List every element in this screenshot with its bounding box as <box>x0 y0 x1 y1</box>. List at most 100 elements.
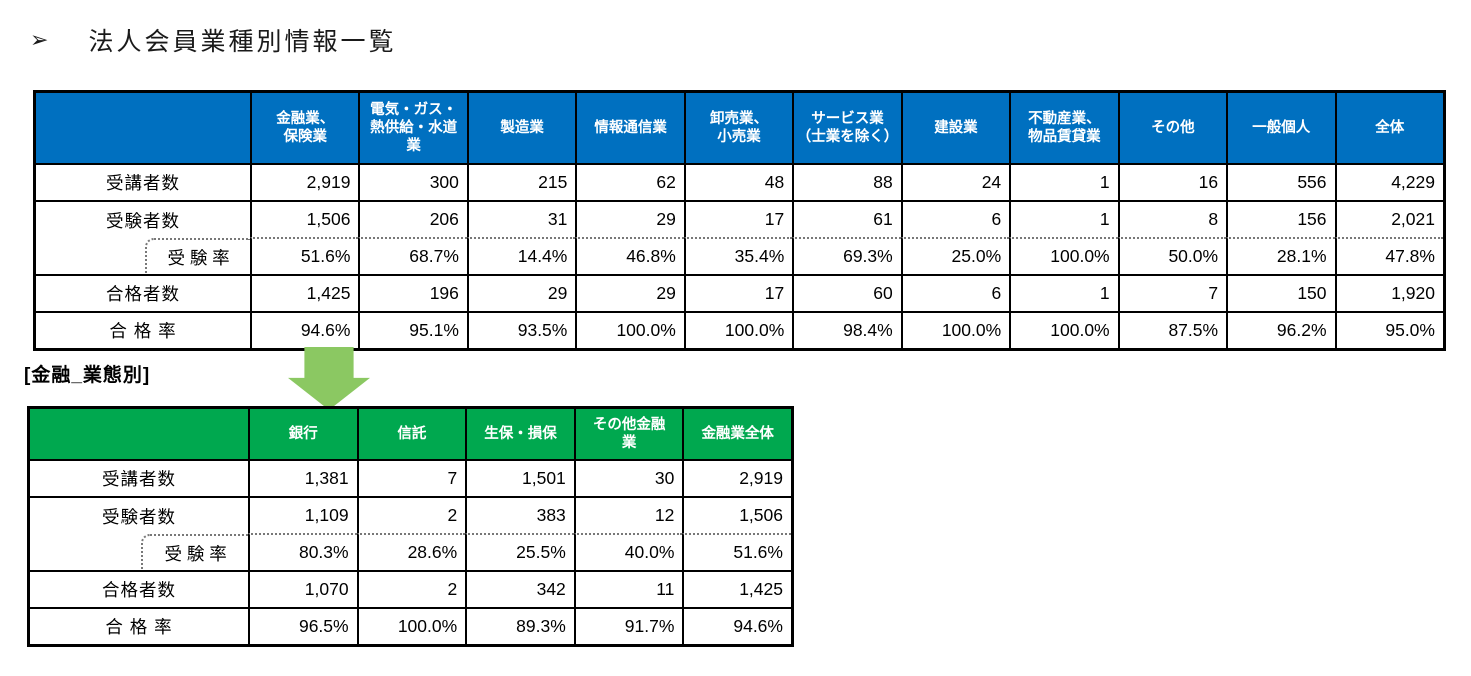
value-cell: 556 <box>1226 163 1335 200</box>
industry-summary-table: 金融業、 保険業 電気・ガス・ 熱供給・水道 業製造業 情報通信業 卸売業、 小売業サ… <box>33 90 1446 351</box>
sub-row-label: 受 験 率 <box>164 543 227 564</box>
column-header: 金融業、 保険業 <box>250 93 359 163</box>
value-cell: 40.0% <box>573 533 683 570</box>
row-label: 合 格 率 <box>36 311 250 348</box>
value-cell: 25.0% <box>900 237 1010 274</box>
value-cell: 1,506 <box>250 200 359 237</box>
column-header: その他 <box>1117 93 1227 163</box>
row-label: 合格者数 <box>36 274 250 311</box>
value-cell: 16 <box>1117 163 1227 200</box>
value-cell: 80.3% <box>248 533 357 570</box>
value-cell: 1,506 <box>682 496 791 533</box>
column-header: 電気・ガス・ 熱供給・水道 業 <box>358 93 467 163</box>
value-cell: 47.8% <box>1334 237 1443 274</box>
value-cell: 93.5% <box>466 311 576 348</box>
value-cell: 300 <box>358 163 467 200</box>
finance-section-label: [金融_業態別] <box>24 365 151 386</box>
value-cell: 89.3% <box>465 607 574 644</box>
sub-row-label: 受 験 率 <box>167 247 230 268</box>
value-cell: 87.5% <box>1117 311 1227 348</box>
column-header: 全体 <box>1334 93 1443 163</box>
value-cell: 1,070 <box>248 570 357 607</box>
row-label-group: 受験者数受 験 率 <box>36 200 250 274</box>
value-cell: 215 <box>466 163 576 200</box>
value-cell: 7 <box>356 459 466 496</box>
value-cell: 100.0% <box>900 311 1010 348</box>
value-cell: 1,425 <box>682 570 791 607</box>
corner-cell <box>30 409 248 459</box>
value-cell: 29 <box>575 200 684 237</box>
value-cell: 68.7% <box>358 237 467 274</box>
value-cell: 25.5% <box>465 533 574 570</box>
value-cell: 150 <box>1226 274 1335 311</box>
value-cell: 1 <box>1009 163 1118 200</box>
value-cell: 95.1% <box>358 311 467 348</box>
column-header: その他金融 業 <box>573 409 683 459</box>
column-header: 金融業全体 <box>682 409 791 459</box>
page-title: 法人会員業種別情報一覧 <box>88 28 397 56</box>
value-cell: 1,920 <box>1334 274 1443 311</box>
value-cell: 24 <box>900 163 1010 200</box>
value-cell: 2,919 <box>250 163 359 200</box>
row-label: 受講者数 <box>30 459 248 496</box>
value-cell: 88 <box>792 163 901 200</box>
value-cell: 51.6% <box>682 533 791 570</box>
value-cell: 4,229 <box>1334 163 1443 200</box>
value-cell: 8 <box>1117 200 1227 237</box>
title-row: ➢ 法人会員業種別情報一覧 <box>30 22 396 58</box>
value-cell: 30 <box>573 459 683 496</box>
value-cell: 206 <box>358 200 467 237</box>
value-cell: 94.6% <box>250 311 359 348</box>
column-header: 製造業 <box>466 93 576 163</box>
value-cell: 156 <box>1226 200 1335 237</box>
row-label: 受験者数 <box>102 506 176 527</box>
value-cell: 28.1% <box>1226 237 1335 274</box>
value-cell: 100.0% <box>1009 311 1118 348</box>
column-header: 建設業 <box>900 93 1010 163</box>
row-label: 合 格 率 <box>30 607 248 644</box>
value-cell: 2 <box>356 570 466 607</box>
value-cell: 29 <box>575 274 684 311</box>
value-cell: 91.7% <box>573 607 683 644</box>
arrowhead-bullet-icon: ➢ <box>30 27 49 52</box>
value-cell: 94.6% <box>682 607 791 644</box>
value-cell: 29 <box>466 274 576 311</box>
value-cell: 2,021 <box>1334 200 1443 237</box>
value-cell: 62 <box>575 163 684 200</box>
value-cell: 342 <box>465 570 574 607</box>
value-cell: 1,425 <box>250 274 359 311</box>
corner-cell <box>36 93 250 163</box>
sub-row-label-box: 受 験 率 <box>145 238 250 274</box>
value-cell: 1 <box>1009 200 1118 237</box>
row-label: 受講者数 <box>36 163 250 200</box>
value-cell: 17 <box>683 200 793 237</box>
column-header: 信託 <box>356 409 466 459</box>
value-cell: 50.0% <box>1117 237 1227 274</box>
value-cell: 1,109 <box>248 496 357 533</box>
value-cell: 28.6% <box>356 533 466 570</box>
value-cell: 6 <box>900 200 1010 237</box>
column-header: 生保・損保 <box>465 409 574 459</box>
value-cell: 100.0% <box>575 311 684 348</box>
value-cell: 51.6% <box>250 237 359 274</box>
value-cell: 35.4% <box>683 237 793 274</box>
value-cell: 1,381 <box>248 459 357 496</box>
down-arrow-icon <box>288 347 370 410</box>
value-cell: 61 <box>792 200 901 237</box>
value-cell: 48 <box>683 163 793 200</box>
value-cell: 100.0% <box>356 607 466 644</box>
column-header: 情報通信業 <box>575 93 684 163</box>
sub-row-label-box: 受 験 率 <box>141 534 248 570</box>
value-cell: 17 <box>683 274 793 311</box>
value-cell: 98.4% <box>792 311 901 348</box>
value-cell: 1 <box>1009 274 1118 311</box>
value-cell: 96.5% <box>248 607 357 644</box>
value-cell: 14.4% <box>466 237 576 274</box>
row-label: 受験者数 <box>106 210 180 231</box>
value-cell: 11 <box>573 570 683 607</box>
value-cell: 2 <box>356 496 466 533</box>
value-cell: 96.2% <box>1226 311 1335 348</box>
value-cell: 95.0% <box>1334 311 1443 348</box>
row-label: 合格者数 <box>30 570 248 607</box>
value-cell: 60 <box>792 274 901 311</box>
